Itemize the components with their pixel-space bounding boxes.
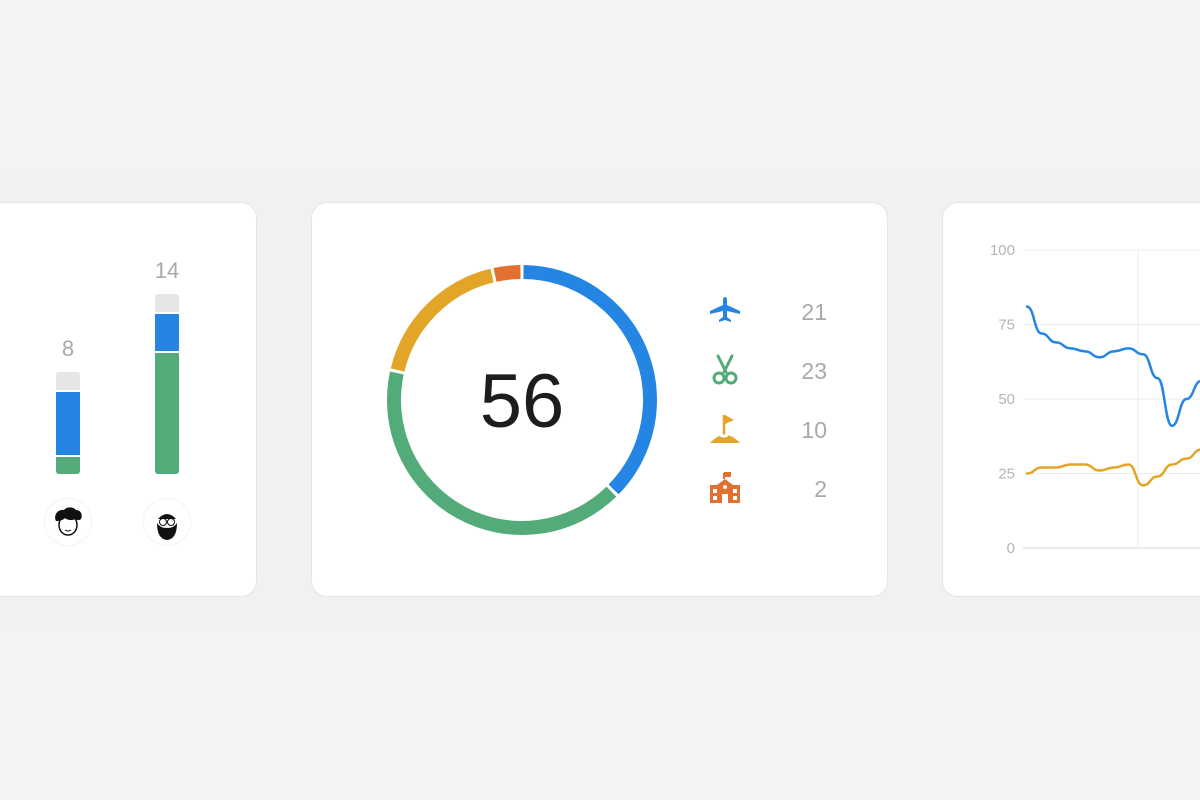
curly-hair-avatar[interactable] [45, 499, 91, 545]
y-tick-label: 50 [998, 391, 1015, 408]
line-series [1025, 448, 1200, 487]
bar-segment-gray [155, 294, 179, 312]
legend-value: 21 [801, 299, 827, 325]
bar-segment-gray [56, 372, 80, 390]
legend-item: 10 [707, 411, 827, 451]
donut-card: 56 21 23 10 2 [311, 202, 888, 597]
scissors-icon [712, 354, 738, 385]
line-series [1025, 305, 1200, 428]
line-chart: 100 75 50 25 0 [990, 242, 1200, 557]
donut-slice [387, 371, 617, 535]
school-icon [710, 472, 740, 503]
bar-total-label: 14 [154, 258, 180, 283]
legend-value: 2 [814, 476, 827, 502]
donut-slice [493, 265, 521, 282]
bar-card: 8 14 [0, 202, 257, 597]
bearded-glasses-avatar[interactable] [144, 499, 190, 545]
donut-slice [390, 268, 494, 372]
bar-total-label: 8 [61, 336, 75, 361]
donut-slice [523, 265, 657, 495]
donut-total: 56 [479, 359, 565, 444]
airplane-icon [710, 297, 740, 322]
y-tick-label: 0 [1007, 540, 1015, 557]
legend-item: 23 [707, 352, 827, 392]
golf-flag-icon [710, 415, 740, 443]
legend-value: 23 [801, 358, 827, 384]
y-tick-label: 100 [990, 242, 1015, 259]
legend-item: 21 [707, 293, 827, 333]
bar-segment-green [155, 352, 179, 474]
bar-segment-blue [155, 313, 179, 351]
donut-chart [387, 265, 657, 535]
y-tick-label: 75 [998, 317, 1015, 334]
bar-segment-blue [56, 391, 80, 455]
legend-item: 2 [707, 470, 827, 510]
legend-value: 10 [801, 417, 827, 443]
line-chart-card: 100 75 50 25 0 [942, 202, 1200, 597]
y-tick-label: 25 [998, 466, 1015, 483]
bar-segment-green [56, 456, 80, 474]
